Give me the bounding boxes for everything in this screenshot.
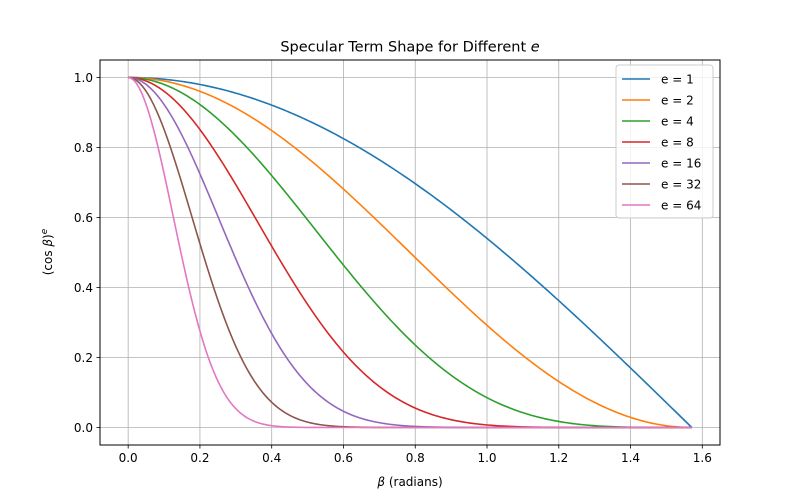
y-tick-label: 0.8 bbox=[74, 141, 93, 155]
legend-label: e = 8 bbox=[661, 135, 694, 149]
x-tick-label: 0.4 bbox=[262, 451, 281, 465]
x-axis-label: β (radians) bbox=[376, 475, 442, 489]
y-axis-label: (cos β)e bbox=[40, 228, 55, 275]
legend: e = 1 e = 2 e = 4 e = 8 e = 16 e = 32 e = 64 bbox=[615, 64, 714, 219]
x-tick-label: 0.0 bbox=[119, 451, 138, 465]
grid-layer bbox=[100, 60, 720, 445]
y-tick-label: 1.0 bbox=[74, 71, 93, 85]
legend-label: e = 2 bbox=[661, 93, 694, 107]
x-tick-label: 1.0 bbox=[477, 451, 496, 465]
x-tick-label: 1.4 bbox=[621, 451, 640, 465]
series-line-e-4 bbox=[128, 76, 692, 429]
series-line-e-64 bbox=[127, 76, 692, 429]
x-tick-label: 0.8 bbox=[406, 451, 425, 465]
x-tick-label: 1.6 bbox=[693, 451, 712, 465]
tick-layer: 0.0 0.2 0.4 0.6 0.8 1.0 1.2 1.4 1.6 0.0 0.2 0.4 0.6 0… bbox=[74, 71, 712, 465]
chart-title: Specular Term Shape for Different e bbox=[280, 40, 539, 56]
series-line-e-1 bbox=[128, 76, 693, 429]
x-tick-label: 1.2 bbox=[549, 451, 568, 465]
series-layer bbox=[127, 76, 693, 429]
series-line-e-2 bbox=[128, 76, 692, 429]
y-tick-label: 0.0 bbox=[74, 421, 93, 435]
y-tick-label: 0.6 bbox=[74, 211, 93, 225]
x-tick-label: 0.6 bbox=[334, 451, 353, 465]
plot-frame bbox=[99, 59, 721, 446]
x-tick-label: 0.2 bbox=[190, 451, 209, 465]
legend-label: e = 32 bbox=[661, 177, 701, 191]
legend-label: e = 64 bbox=[661, 198, 701, 212]
legend-label: e = 4 bbox=[661, 114, 694, 128]
legend-label: e = 16 bbox=[661, 156, 701, 170]
legend-label: e = 1 bbox=[661, 72, 694, 86]
y-tick-label: 0.4 bbox=[74, 281, 93, 295]
legend-box bbox=[615, 64, 714, 219]
y-tick-label: 0.2 bbox=[74, 351, 93, 365]
